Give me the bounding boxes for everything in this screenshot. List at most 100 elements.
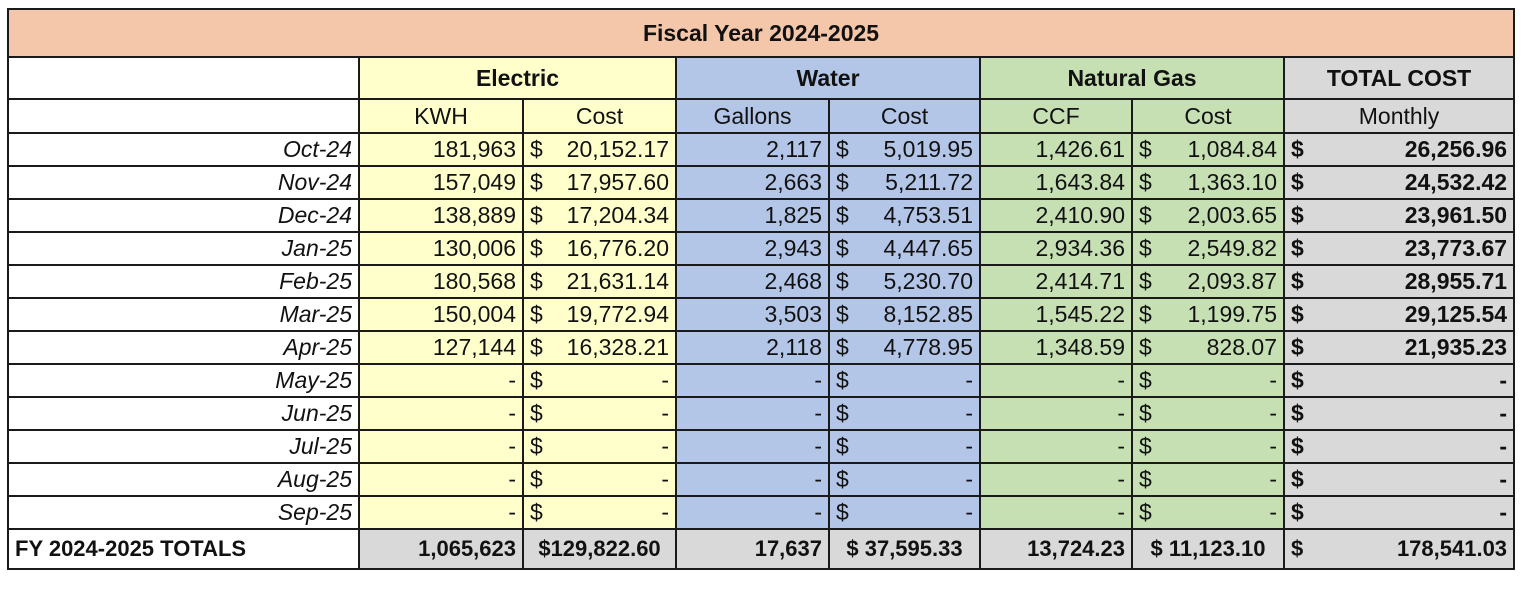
- gas-cost-cell: $ -: [1131, 429, 1285, 464]
- water-cost-cell-wrap: $4,753.51: [836, 202, 973, 229]
- currency-symbol: $: [1291, 169, 1304, 195]
- amount: 2,003.65: [1187, 202, 1277, 228]
- currency-symbol: $: [530, 334, 543, 360]
- electric-cost-cell-wrap: $21,631.14: [530, 268, 669, 295]
- electric-cost-cell-wrap: $ -: [530, 367, 669, 394]
- amount: -: [661, 499, 669, 525]
- table-row: Oct-24 181,963 $20,152.17 2,117 $5,019.95 1,4…: [7, 132, 1516, 167]
- month-cell: Feb-25: [7, 264, 360, 299]
- monthly-total-cell-wrap: $ -: [1291, 400, 1507, 427]
- total-electric-cost-cell: $129,822.60: [522, 528, 677, 570]
- amount: -: [965, 367, 973, 393]
- currency-symbol: $: [1291, 367, 1304, 393]
- water-cost-cell: $4,447.65: [828, 231, 981, 266]
- amount: -: [1269, 400, 1277, 426]
- ccf-cell: 2,934.36: [979, 231, 1133, 266]
- amount: 24,532.42: [1404, 169, 1508, 195]
- currency-symbol: $: [836, 466, 849, 492]
- monthly-total-cell: $23,961.50: [1282, 198, 1516, 233]
- amount: 26,256.96: [1404, 136, 1508, 162]
- ccf-cell: 2,410.90: [979, 198, 1133, 233]
- electric-cost-cell: $17,957.60: [522, 165, 677, 200]
- grand-total-amount: 178,541.03: [1396, 536, 1508, 561]
- amount: 8,152.85: [883, 301, 973, 327]
- amount: 1,199.75: [1187, 301, 1277, 327]
- electric-cost-cell-wrap: $20,152.17: [530, 136, 669, 163]
- amount: 28,955.71: [1404, 268, 1508, 294]
- amount: -: [661, 466, 669, 492]
- electric-header: Electric: [358, 56, 677, 100]
- water-cost-cell: $ -: [828, 495, 981, 530]
- ccf-cell: 1,348.59: [979, 330, 1133, 365]
- amount: 4,447.65: [883, 235, 973, 261]
- ccf-cell: -: [979, 462, 1133, 497]
- amount: 2,549.82: [1187, 235, 1277, 261]
- water-cost-cell-wrap: $5,019.95: [836, 136, 973, 163]
- gas-cost-cell-wrap: $828.07: [1139, 334, 1277, 361]
- monthly-total-cell-wrap: $ -: [1291, 433, 1507, 460]
- month-cell: May-25: [7, 363, 360, 398]
- water-cost-cell-wrap: $ -: [836, 499, 973, 526]
- electric-cost-cell-wrap: $17,957.60: [530, 169, 669, 196]
- amount: 29,125.54: [1404, 301, 1508, 327]
- monthly-total-cell-wrap: $21,935.23: [1291, 334, 1507, 361]
- currency-symbol: $: [1139, 136, 1152, 162]
- currency-symbol: $: [1291, 400, 1304, 426]
- gas-cost-cell-wrap: $ -: [1139, 400, 1277, 427]
- kwh-cell: 138,889: [358, 198, 524, 233]
- gallons-header: Gallons: [675, 98, 830, 134]
- ccf-header: CCF: [979, 98, 1133, 134]
- amount: -: [1269, 433, 1277, 459]
- electric-cost-cell: $ -: [522, 462, 677, 497]
- kwh-cell: -: [358, 363, 524, 398]
- gas-header: Natural Gas: [979, 56, 1285, 100]
- table-row: Nov-24 157,049 $17,957.60 2,663 $5,211.72 1,6…: [7, 165, 1516, 200]
- currency-symbol: $: [836, 235, 849, 261]
- electric-cost-header: Cost: [522, 98, 677, 134]
- kwh-cell: -: [358, 396, 524, 431]
- currency-symbol: $: [836, 499, 849, 525]
- kwh-cell: 130,006: [358, 231, 524, 266]
- currency-symbol: $: [1291, 466, 1304, 492]
- monthly-total-cell: $21,935.23: [1282, 330, 1516, 365]
- amount: 4,753.51: [883, 202, 973, 228]
- amount: 21,935.23: [1404, 334, 1508, 360]
- kwh-cell: -: [358, 462, 524, 497]
- amount: 1,084.84: [1187, 136, 1277, 162]
- amount: 23,961.50: [1404, 202, 1508, 228]
- amount: -: [1269, 367, 1277, 393]
- month-cell: Dec-24: [7, 198, 360, 233]
- electric-cost-cell: $20,152.17: [522, 132, 677, 167]
- amount: -: [1499, 499, 1508, 525]
- amount: 5,211.72: [885, 169, 973, 195]
- grand-total-wrap: $178,541.03: [1291, 536, 1507, 562]
- month-cell: Nov-24: [7, 165, 360, 200]
- monthly-total-cell: $26,256.96: [1282, 132, 1516, 167]
- water-cost-cell-wrap: $5,211.72: [836, 169, 973, 196]
- totals-row: FY 2024-2025 TOTALS 1,065,623 $129,822.60 1…: [7, 528, 1516, 570]
- gas-cost-cell-wrap: $2,093.87: [1139, 268, 1277, 295]
- table-row: Sep-25- $ - - $ - - $ - $ -: [7, 495, 1516, 530]
- gas-cost-cell-wrap: $1,363.10: [1139, 169, 1277, 196]
- water-cost-cell-wrap: $ -: [836, 367, 973, 394]
- amount: 828.07: [1206, 334, 1277, 360]
- gallons-cell: -: [675, 429, 830, 464]
- gas-cost-cell-wrap: $ -: [1139, 466, 1277, 493]
- electric-cost-cell-wrap: $ -: [530, 466, 669, 493]
- water-cost-cell: $ -: [828, 429, 981, 464]
- grand-total-cell: $178,541.03: [1282, 528, 1516, 570]
- electric-cost-cell-wrap: $19,772.94: [530, 301, 669, 328]
- monthly-total-cell: $ -: [1282, 363, 1516, 398]
- electric-cost-cell: $16,776.20: [522, 231, 677, 266]
- currency-symbol: $: [530, 367, 543, 393]
- currency-symbol: $: [836, 367, 849, 393]
- amount: -: [661, 367, 669, 393]
- amount: -: [965, 433, 973, 459]
- fiscal-year-table: Fiscal Year 2024-2025 Electric Water Nat…: [6, 8, 1516, 570]
- electric-cost-cell-wrap: $16,328.21: [530, 334, 669, 361]
- month-cell: Aug-25: [7, 462, 360, 497]
- electric-cost-cell: $17,204.34: [522, 198, 677, 233]
- currency-symbol: $: [836, 202, 849, 228]
- currency-symbol: $: [1291, 268, 1304, 294]
- total-water-cost-cell: $ 37,595.33: [828, 528, 981, 570]
